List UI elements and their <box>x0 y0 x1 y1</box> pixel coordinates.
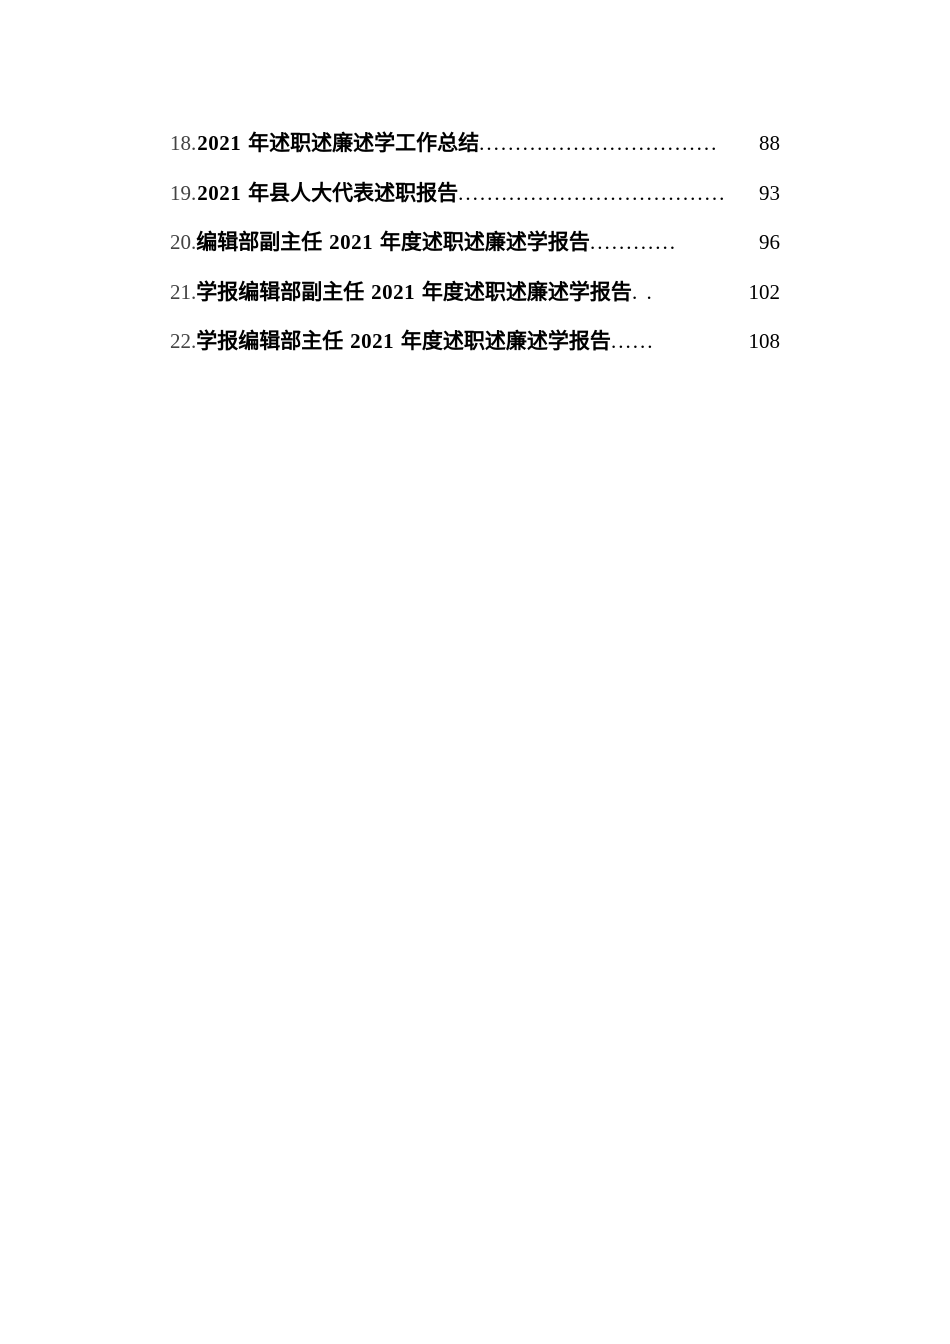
title-year: 2021 <box>196 181 242 205</box>
entry-number: 18. <box>170 128 196 160</box>
entry-number: 20. <box>170 227 196 259</box>
entry-page: 93 <box>759 178 780 210</box>
title-pre: 学报编辑部副主任 <box>196 281 370 304</box>
entry-page: 108 <box>749 326 781 358</box>
entry-number: 21. <box>170 277 196 309</box>
title-pre: 编辑部副主任 <box>196 231 328 254</box>
title-post: 年度述职述廉述学报告 <box>395 330 611 353</box>
entry-title: 编辑部副主任 2021 年度述职述廉述学报告 <box>196 227 590 259</box>
entry-title: 2021 年县人大代表述职报告 <box>196 178 458 210</box>
toc-entry: 22. 学报编辑部主任 2021 年度述职述廉述学报告 ...... 108 <box>170 326 780 358</box>
entry-page: 88 <box>759 128 780 160</box>
entry-dots: ................................. <box>479 128 759 160</box>
entry-dots: ............ <box>590 227 759 259</box>
entry-page: 96 <box>759 227 780 259</box>
toc-entry: 18. 2021 年述职述廉述学工作总结 ...................… <box>170 128 780 160</box>
toc-entry: 19. 2021 年县人大代表述职报告 ....................… <box>170 178 780 210</box>
page-content: 18. 2021 年述职述廉述学工作总结 ...................… <box>0 0 950 358</box>
entry-dots: . . <box>632 277 749 309</box>
title-year: 2021 <box>370 280 416 304</box>
entry-dots: ...... <box>611 326 749 358</box>
entry-dots: ..................................... <box>458 178 759 210</box>
entry-page: 102 <box>749 277 781 309</box>
title-post: 年县人大代表述职报告 <box>242 182 458 205</box>
title-year: 2021 <box>328 230 374 254</box>
title-year: 2021 <box>349 329 395 353</box>
entry-number: 22. <box>170 326 196 358</box>
title-pre: 学报编辑部主任 <box>196 330 349 353</box>
title-post: 年度述职述廉述学报告 <box>416 281 632 304</box>
toc-entry: 20. 编辑部副主任 2021 年度述职述廉述学报告 ............ … <box>170 227 780 259</box>
entry-number: 19. <box>170 178 196 210</box>
title-post: 年度述职述廉述学报告 <box>374 231 590 254</box>
entry-title: 学报编辑部主任 2021 年度述职述廉述学报告 <box>196 326 611 358</box>
toc-entry: 21. 学报编辑部副主任 2021 年度述职述廉述学报告 . . 102 <box>170 277 780 309</box>
title-post: 年述职述廉述学工作总结 <box>242 132 479 155</box>
entry-title: 2021 年述职述廉述学工作总结 <box>196 128 479 160</box>
title-year: 2021 <box>196 131 242 155</box>
entry-title: 学报编辑部副主任 2021 年度述职述廉述学报告 <box>196 277 632 309</box>
